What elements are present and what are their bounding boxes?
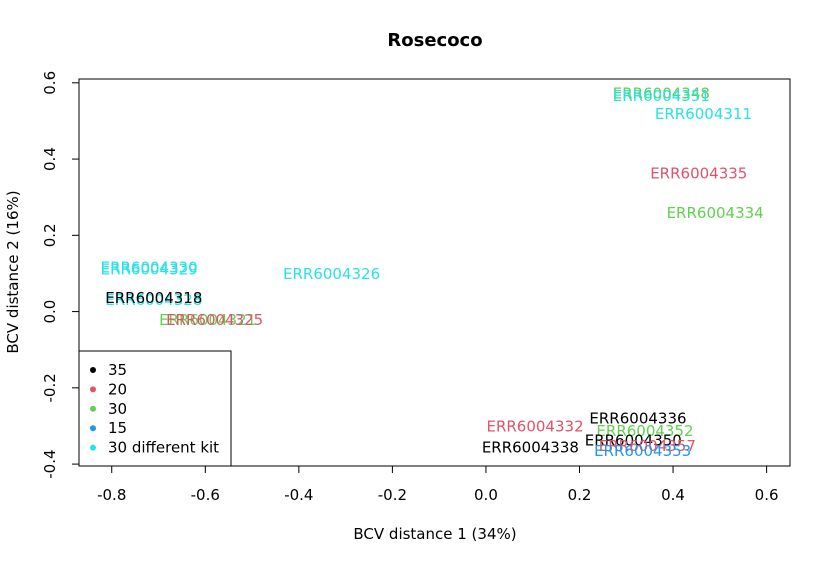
point-label: ERR6004350 xyxy=(585,431,682,449)
point-label: ERR6004318 xyxy=(105,289,202,307)
point-label: ERR6004332 xyxy=(486,417,583,435)
y-tick-label: 0.6 xyxy=(41,71,59,95)
point-label: ERR6004335 xyxy=(650,165,747,183)
point-label: ERR6004321 xyxy=(159,311,256,329)
x-tick-label: -0.4 xyxy=(284,486,313,504)
point-label: ERR6004353 xyxy=(594,442,691,460)
y-axis: -0.4 -0.2 0.0 0.2 0.4 0.6 xyxy=(41,71,80,479)
legend-marker xyxy=(90,367,96,373)
legend-marker xyxy=(90,425,96,432)
y-tick-label: 0.4 xyxy=(41,147,59,171)
y-tick-label: -0.2 xyxy=(41,373,59,402)
point-label: ERR6004329 xyxy=(101,260,198,278)
x-tick-label: -0.2 xyxy=(378,486,407,504)
legend-label: 30 different kit xyxy=(108,439,219,457)
y-tick-label: 0.2 xyxy=(41,223,59,247)
y-tick-label: 0.0 xyxy=(41,300,59,324)
point-label: ERR6004311 xyxy=(655,105,752,123)
y-axis-title: BCV distance 2 (16%) xyxy=(4,190,22,353)
point-label: ERR6004348 xyxy=(613,84,710,102)
point-label: ERR6004357 xyxy=(599,437,696,455)
x-tick-label: -0.6 xyxy=(191,486,220,504)
legend-marker xyxy=(90,444,96,451)
x-tick-label: 0.2 xyxy=(568,486,592,504)
x-tick-label: 0.0 xyxy=(474,486,498,504)
point-label: ERR6004351 xyxy=(613,87,710,105)
legend-marker xyxy=(90,386,96,393)
x-tick-label: 0.4 xyxy=(661,486,685,504)
point-label: ERR6004325 xyxy=(166,311,263,329)
point-label: ERR6004330 xyxy=(101,258,198,276)
point-label: ERR6004326 xyxy=(283,265,380,283)
legend-marker xyxy=(90,405,96,412)
legend-box xyxy=(78,350,232,467)
y-tick-label: -0.4 xyxy=(41,449,59,478)
x-axis: -0.8 -0.6 -0.4 -0.2 0.0 0.2 0.4 0.6 xyxy=(97,465,779,504)
legend-label: 20 xyxy=(108,380,127,398)
x-tick-label: 0.6 xyxy=(755,486,779,504)
legend-label: 35 xyxy=(108,361,127,379)
legend-label: 15 xyxy=(108,419,127,437)
x-axis-title: BCV distance 1 (34%) xyxy=(353,525,516,543)
point-label: ERR6004338 xyxy=(482,439,579,457)
point-label: ERR6004352 xyxy=(596,422,693,440)
legend-label: 30 xyxy=(108,400,127,418)
x-tick-label: -0.8 xyxy=(97,486,126,504)
chart-title: Rosecoco xyxy=(387,30,482,51)
point-label: ERR6004328 xyxy=(105,291,202,309)
point-label: ERR6004334 xyxy=(667,204,764,222)
point-label: ERR6004336 xyxy=(589,409,686,427)
